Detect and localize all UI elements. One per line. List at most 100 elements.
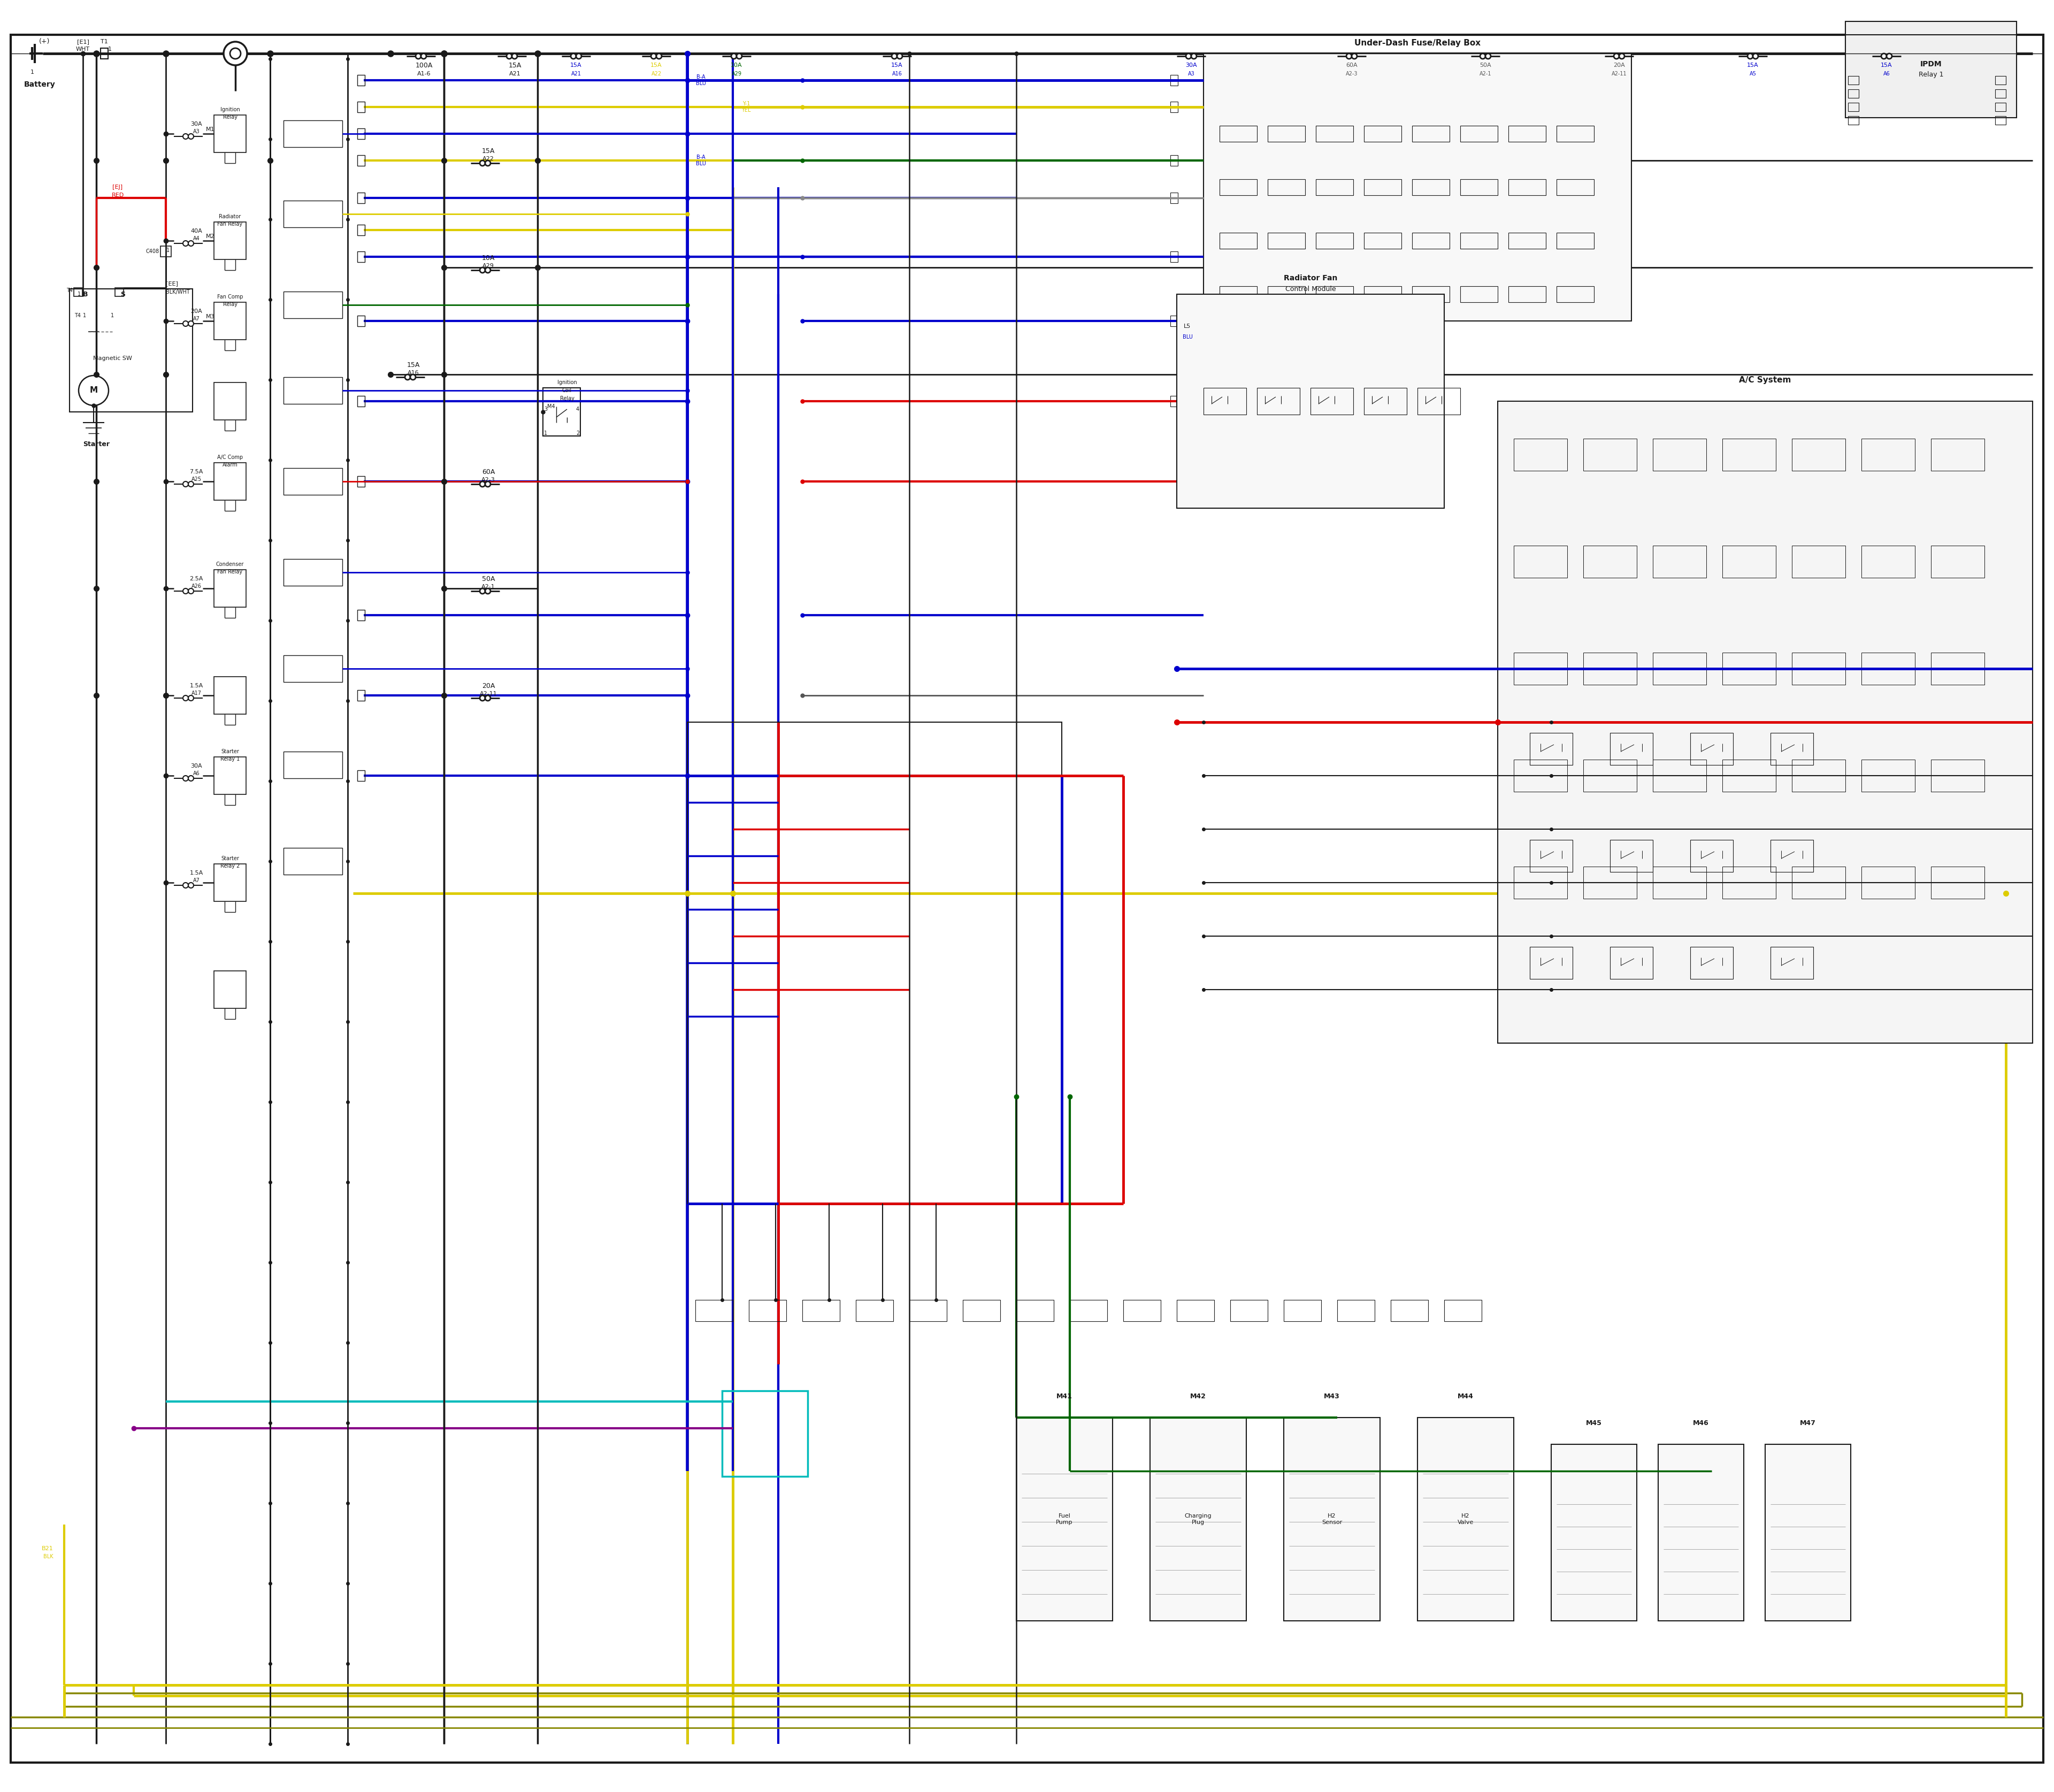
Bar bbox=[214, 115, 246, 152]
Text: A2-1: A2-1 bbox=[481, 584, 495, 590]
Bar bbox=[1171, 192, 1177, 202]
Bar bbox=[1284, 1417, 1380, 1620]
Bar bbox=[214, 222, 246, 260]
Text: Condenser: Condenser bbox=[216, 561, 244, 566]
Bar bbox=[1690, 946, 1734, 978]
Text: A7: A7 bbox=[193, 878, 199, 883]
Circle shape bbox=[189, 776, 193, 781]
Text: Ignition: Ignition bbox=[220, 108, 240, 113]
Text: M41: M41 bbox=[1056, 1392, 1072, 1400]
Bar bbox=[1413, 179, 1450, 195]
Text: 60A: 60A bbox=[1345, 63, 1358, 68]
Circle shape bbox=[405, 375, 411, 380]
Bar bbox=[696, 1299, 733, 1321]
Circle shape bbox=[481, 588, 485, 593]
Bar bbox=[1849, 116, 1859, 125]
Bar bbox=[283, 201, 343, 228]
Text: 30A: 30A bbox=[1185, 63, 1197, 68]
Circle shape bbox=[183, 134, 189, 140]
Text: A17: A17 bbox=[191, 690, 201, 695]
Circle shape bbox=[511, 54, 518, 59]
Circle shape bbox=[1614, 54, 1619, 59]
Text: A4: A4 bbox=[193, 237, 199, 242]
Bar bbox=[1690, 733, 1734, 765]
Bar bbox=[1508, 179, 1547, 195]
Bar bbox=[1267, 233, 1304, 249]
Text: M46: M46 bbox=[1692, 1419, 1709, 1426]
Bar bbox=[283, 751, 343, 778]
Circle shape bbox=[189, 695, 193, 701]
Circle shape bbox=[183, 482, 189, 487]
Bar bbox=[1460, 287, 1497, 303]
Bar bbox=[1337, 1299, 1374, 1321]
Text: Starter: Starter bbox=[222, 857, 238, 862]
Text: C408: C408 bbox=[146, 249, 158, 254]
Bar bbox=[1267, 287, 1304, 303]
Bar bbox=[357, 396, 366, 407]
Bar bbox=[1364, 179, 1401, 195]
Text: A2-3: A2-3 bbox=[481, 477, 495, 482]
Text: Radiator Fan: Radiator Fan bbox=[1284, 274, 1337, 281]
Bar bbox=[214, 677, 246, 715]
Text: 1: 1 bbox=[31, 70, 35, 75]
Text: A26: A26 bbox=[191, 584, 201, 590]
Bar bbox=[357, 75, 366, 86]
Bar bbox=[357, 102, 366, 113]
Bar bbox=[74, 289, 82, 296]
Text: 10A: 10A bbox=[483, 254, 495, 262]
Bar bbox=[1584, 760, 1637, 792]
Bar bbox=[1931, 652, 1984, 685]
Bar bbox=[1171, 315, 1177, 326]
Bar bbox=[1460, 125, 1497, 142]
Bar bbox=[1171, 102, 1177, 113]
Text: Charging
Plug: Charging Plug bbox=[1185, 1514, 1212, 1525]
Bar bbox=[357, 609, 366, 620]
Bar bbox=[1413, 125, 1450, 142]
Bar bbox=[1791, 867, 1844, 898]
Text: A21: A21 bbox=[571, 72, 581, 77]
Text: [EE]: [EE] bbox=[166, 281, 179, 287]
Text: Relay: Relay bbox=[561, 396, 575, 401]
Text: 1: 1 bbox=[166, 247, 170, 253]
Bar bbox=[1861, 439, 1914, 471]
Bar bbox=[1364, 125, 1401, 142]
Text: M42: M42 bbox=[1189, 1392, 1206, 1400]
Text: A3: A3 bbox=[1187, 72, 1195, 77]
Bar bbox=[1771, 733, 1814, 765]
Text: 3: 3 bbox=[544, 407, 546, 412]
Bar bbox=[1653, 439, 1707, 471]
Circle shape bbox=[1481, 54, 1485, 59]
Bar bbox=[1653, 760, 1707, 792]
Text: M43: M43 bbox=[1325, 1392, 1339, 1400]
Circle shape bbox=[415, 54, 421, 59]
Bar bbox=[1931, 545, 1984, 577]
Circle shape bbox=[898, 54, 902, 59]
Bar bbox=[1220, 125, 1257, 142]
Text: A/C System: A/C System bbox=[1740, 376, 1791, 383]
Text: 2: 2 bbox=[575, 430, 579, 435]
Text: A1-6: A1-6 bbox=[417, 72, 431, 77]
Bar bbox=[283, 656, 343, 683]
Bar bbox=[1584, 545, 1637, 577]
Text: 15A: 15A bbox=[1881, 63, 1892, 68]
Bar bbox=[357, 224, 366, 235]
Circle shape bbox=[1352, 54, 1358, 59]
Bar bbox=[1551, 1444, 1637, 1620]
Bar bbox=[1723, 439, 1777, 471]
Bar bbox=[1514, 760, 1567, 792]
Text: Fuel
Pump: Fuel Pump bbox=[1056, 1514, 1072, 1525]
Text: A7: A7 bbox=[193, 315, 199, 321]
Bar bbox=[1931, 867, 1984, 898]
Bar bbox=[1317, 179, 1354, 195]
Bar bbox=[160, 246, 170, 256]
Text: BLK: BLK bbox=[43, 1554, 53, 1559]
Text: Ignition: Ignition bbox=[557, 380, 577, 385]
Text: T4: T4 bbox=[74, 314, 80, 319]
Circle shape bbox=[183, 776, 189, 781]
Bar bbox=[101, 48, 109, 59]
Bar bbox=[723, 1391, 807, 1477]
Bar bbox=[1849, 102, 1859, 111]
Bar bbox=[357, 690, 366, 701]
Bar bbox=[1150, 1417, 1247, 1620]
Text: M47: M47 bbox=[1799, 1419, 1816, 1426]
